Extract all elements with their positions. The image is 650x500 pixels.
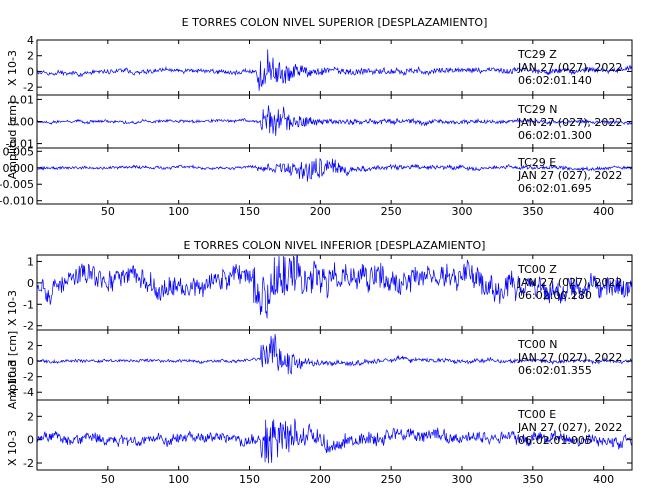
station-label: TC00 N [517,338,557,351]
y-axis-label: Amplitud [cm] [6,101,19,179]
station-label: TC29 N [517,103,557,116]
y-tick-label: -2 [23,320,34,333]
y-tick-label: -2 [23,457,34,470]
y-units-label: X 10-3 [6,430,19,466]
y-tick-label: -0.01 [6,138,34,151]
y-tick-label: 2 [27,50,34,63]
y-tick-label: 0.00 [10,116,35,129]
date-label: JAN 27 (027), 2022 [517,351,622,364]
time-label: 06:02:01.300 [518,129,592,142]
x-tick-label: 100 [168,473,189,486]
y-tick-label: 0.000 [3,162,35,175]
x-tick-label: 200 [310,473,331,486]
y-tick-label: 0.005 [3,145,35,158]
x-tick-label: 300 [452,473,473,486]
chart-title: E TORRES COLON NIVEL INFERIOR [DESPLAZAM… [184,239,486,252]
x-tick-label: 400 [593,473,614,486]
y-units-label: X 10-3 [6,50,19,86]
y-tick-label: 2 [27,340,34,353]
y-units-label: X 10-3 [6,360,19,396]
station-label: TC00 Z [517,263,557,276]
time-label: 06:02:01.355 [518,364,592,377]
y-tick-label: 1 [27,255,34,268]
seismic-trace [36,157,633,182]
x-tick-label: 200 [310,205,331,218]
time-label: 06:02:01.140 [518,74,592,87]
station-label: TC29 E [517,156,556,169]
x-tick-label: 350 [522,473,543,486]
y-tick-label: -4 [23,386,34,399]
x-tick-label: 50 [101,205,115,218]
time-label: 06:02:01.005 [518,434,592,447]
station-label: TC00 E [517,408,556,421]
y-tick-label: 2 [27,410,34,423]
seismic-trace [36,255,633,319]
x-tick-label: 50 [101,473,115,486]
y-units-label: X 10-3 [6,290,19,326]
panel-frame [36,399,633,471]
x-tick-label: 100 [168,205,189,218]
y-tick-label: -0.005 [0,178,34,191]
seismic-trace [36,105,633,136]
date-label: JAN 27 (027), 2022 [517,116,622,129]
y-tick-label: 0.01 [10,93,35,106]
seismic-trace [36,49,633,91]
y-tick-label: 0 [27,65,34,78]
x-tick-label: 400 [593,205,614,218]
date-label: JAN 27 (027), 2022 [517,421,622,434]
x-tick-label: 150 [239,205,260,218]
chart-title: E TORRES COLON NIVEL SUPERIOR [DESPLAZAM… [182,16,488,29]
y-tick-label: -1 [23,298,34,311]
x-tick-label: 300 [452,205,473,218]
y-tick-label: 0 [27,277,34,290]
station-label: TC29 Z [517,48,557,61]
date-label: JAN 27 (027), 2022 [517,276,622,289]
y-tick-label: -2 [23,81,34,94]
y-tick-label: -0.010 [0,195,34,208]
x-tick-label: 250 [381,205,402,218]
x-tick-label: 150 [239,473,260,486]
y-tick-label: 0 [27,355,34,368]
y-tick-label: -2 [23,371,34,384]
date-label: JAN 27 (027), 2022 [517,61,622,74]
y-tick-label: 0 [27,434,34,447]
y-tick-label: 4 [27,34,34,47]
panel-frame [36,147,633,205]
y-axis-label: Amplitud [cm] [6,331,19,409]
date-label: JAN 27 (027), 2022 [517,169,622,182]
time-label: 06:02:01.695 [518,182,592,195]
time-label: 06:02:00.280 [518,289,592,302]
x-tick-label: 350 [522,205,543,218]
x-tick-label: 250 [381,473,402,486]
seismic-trace [36,334,633,375]
seismic-trace [36,418,633,464]
